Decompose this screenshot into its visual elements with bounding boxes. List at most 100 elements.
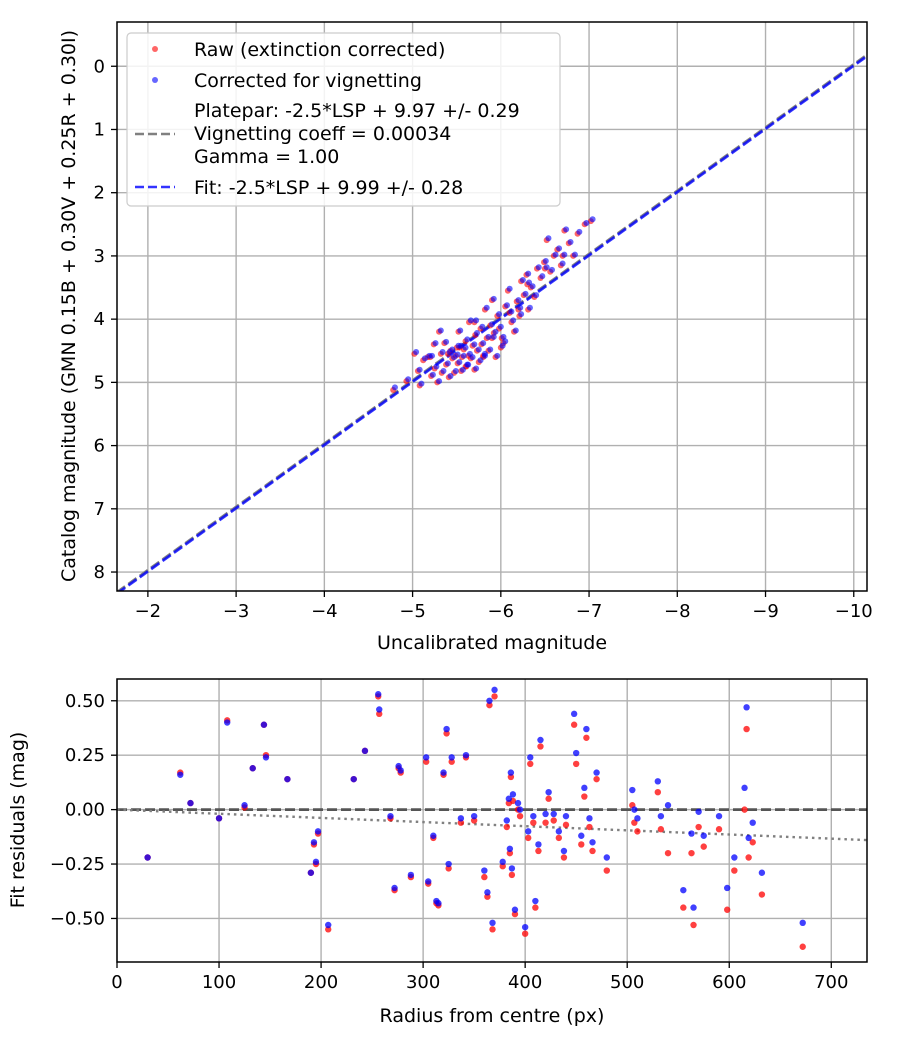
corrected-point bbox=[515, 297, 522, 304]
corrected-point bbox=[688, 830, 695, 837]
corrected-point bbox=[715, 812, 723, 820]
y-tick-label: 7 bbox=[94, 499, 105, 520]
corrected-point bbox=[537, 736, 544, 744]
corrected-point bbox=[284, 775, 291, 783]
corrected-point bbox=[491, 686, 498, 694]
corrected-point bbox=[583, 220, 590, 227]
corrected-point bbox=[397, 767, 404, 774]
x-tick-label: 600 bbox=[712, 972, 746, 993]
corrected-point bbox=[439, 349, 446, 356]
corrected-point bbox=[525, 828, 532, 835]
corrected-point bbox=[561, 251, 568, 258]
legend-marker-raw bbox=[152, 46, 158, 52]
corrected-point bbox=[187, 799, 194, 807]
corrected-point bbox=[509, 791, 517, 798]
corrected-point bbox=[695, 808, 702, 815]
raw-point bbox=[657, 826, 665, 833]
corrected-point bbox=[631, 806, 638, 813]
legend-marker-corrected bbox=[152, 77, 158, 83]
raw-point bbox=[690, 921, 697, 929]
corrected-point bbox=[473, 365, 480, 372]
corrected-point bbox=[425, 878, 432, 885]
corrected-point bbox=[440, 769, 447, 776]
raw-point bbox=[555, 834, 563, 842]
corrected-point bbox=[550, 810, 557, 818]
corrected-point bbox=[496, 311, 503, 318]
corrected-point bbox=[224, 719, 231, 726]
corrected-point bbox=[527, 754, 534, 761]
corrected-point bbox=[405, 376, 412, 383]
corrected-point bbox=[549, 266, 555, 273]
corrected-point bbox=[485, 333, 492, 340]
corrected-point bbox=[391, 884, 398, 892]
raw-point bbox=[489, 926, 496, 933]
x-tick-label: 100 bbox=[202, 972, 236, 993]
corrected-point bbox=[475, 346, 482, 353]
calibration-plot-frame bbox=[116, 21, 868, 592]
raw-point bbox=[550, 817, 557, 824]
raw-point bbox=[581, 793, 588, 800]
corrected-point bbox=[525, 270, 532, 277]
corrected-point bbox=[519, 276, 526, 283]
raw-point bbox=[542, 819, 549, 826]
raw-point bbox=[724, 906, 731, 913]
corrected-point bbox=[552, 251, 559, 258]
corrected-point bbox=[563, 226, 570, 233]
raw-point bbox=[654, 789, 662, 796]
corrected-point bbox=[508, 308, 515, 315]
corrected-point bbox=[480, 340, 487, 347]
raw-point bbox=[589, 847, 596, 855]
corrected-point bbox=[477, 357, 484, 364]
raw-point bbox=[525, 834, 532, 842]
raw-point bbox=[731, 867, 738, 874]
corrected-point bbox=[464, 361, 471, 368]
raw-point bbox=[578, 841, 585, 848]
corrected-point bbox=[526, 279, 533, 286]
corrected-point bbox=[581, 784, 588, 792]
legend-label-platepar-1: Platepar: -2.5*LSP + 9.97 +/- 0.29 bbox=[194, 100, 520, 122]
raw-point bbox=[545, 795, 552, 802]
legend-label-raw: Raw (extinction corrected) bbox=[194, 39, 445, 61]
corrected-point bbox=[260, 721, 268, 728]
corrected-point bbox=[503, 817, 510, 824]
corrected-point bbox=[481, 352, 488, 359]
raw-point bbox=[503, 823, 510, 831]
corrected-point bbox=[307, 869, 315, 876]
corrected-point bbox=[560, 847, 568, 855]
y-tick-label: 2 bbox=[94, 183, 105, 204]
corrected-point bbox=[467, 317, 474, 324]
corrected-point bbox=[484, 889, 491, 896]
y-tick-label: 0.25 bbox=[65, 745, 105, 766]
corrected-point bbox=[511, 906, 519, 913]
corrected-point bbox=[583, 725, 590, 733]
corrected-point bbox=[542, 810, 549, 818]
corrected-point bbox=[731, 854, 738, 861]
corrected-point bbox=[504, 302, 510, 309]
corrected-point bbox=[454, 351, 461, 358]
corrected-point bbox=[457, 815, 465, 822]
x-tick-label: 400 bbox=[508, 972, 542, 993]
x-tick-label: 500 bbox=[610, 972, 644, 993]
corrected-point bbox=[745, 834, 752, 842]
corrected-point bbox=[249, 765, 256, 772]
raw-point bbox=[560, 854, 568, 861]
corrected-point bbox=[555, 828, 563, 835]
corrected-point bbox=[421, 355, 428, 362]
residuals-y-axis-label: Fit residuals (mag) bbox=[7, 732, 29, 909]
vignetting-line bbox=[117, 808, 867, 842]
corrected-point bbox=[510, 317, 517, 324]
corrected-point bbox=[262, 754, 270, 761]
corrected-point bbox=[576, 228, 583, 235]
corrected-point bbox=[664, 802, 672, 809]
corrected-point bbox=[521, 923, 529, 931]
corrected-point bbox=[494, 352, 501, 359]
corrected-point bbox=[445, 860, 452, 868]
corrected-point bbox=[545, 789, 552, 796]
raw-point bbox=[700, 843, 707, 850]
corrected-point bbox=[446, 349, 453, 356]
x-tick-label: −7 bbox=[576, 601, 603, 622]
raw-point bbox=[695, 823, 702, 831]
raw-point bbox=[481, 873, 488, 881]
corrected-point bbox=[741, 784, 748, 792]
y-tick-label: 6 bbox=[94, 436, 105, 457]
